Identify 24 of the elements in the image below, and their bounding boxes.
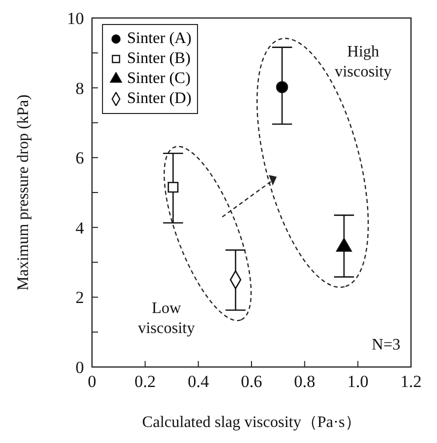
- legend-label: Sinter (D): [127, 89, 192, 109]
- y-tick-label: 10: [67, 9, 84, 28]
- x-axis-title: Calculated slag viscosity（Pa·s）: [142, 414, 361, 431]
- annotation: N=3: [372, 336, 400, 354]
- legend-label: Sinter (A): [127, 29, 192, 49]
- y-tick-label: 4: [76, 218, 84, 238]
- annotation: High viscosity: [334, 43, 392, 80]
- x-tick-label: 1.2: [400, 372, 422, 392]
- x-tick-label: 0: [88, 372, 96, 392]
- x-tick-label: 0.6: [240, 372, 262, 392]
- y-tick-label: 6: [76, 148, 84, 168]
- y-tick-label: 0: [76, 358, 84, 378]
- point: [168, 182, 178, 193]
- legend-label: Sinter (B): [127, 49, 191, 69]
- y-axis-title: Maximum pressure drop (kPa): [15, 94, 32, 290]
- y-tick-label: 8: [76, 78, 84, 98]
- x-tick-label: 0.8: [294, 372, 316, 392]
- legend-label: Sinter (C): [127, 69, 191, 89]
- x-tick-label: 1.0: [347, 372, 368, 392]
- x-tick-label: 0.4: [188, 372, 210, 392]
- annotation: Low viscosity: [138, 300, 195, 337]
- point: [276, 81, 288, 94]
- x-tick-label: 0.2: [134, 372, 156, 392]
- y-tick-label: 2: [76, 288, 84, 308]
